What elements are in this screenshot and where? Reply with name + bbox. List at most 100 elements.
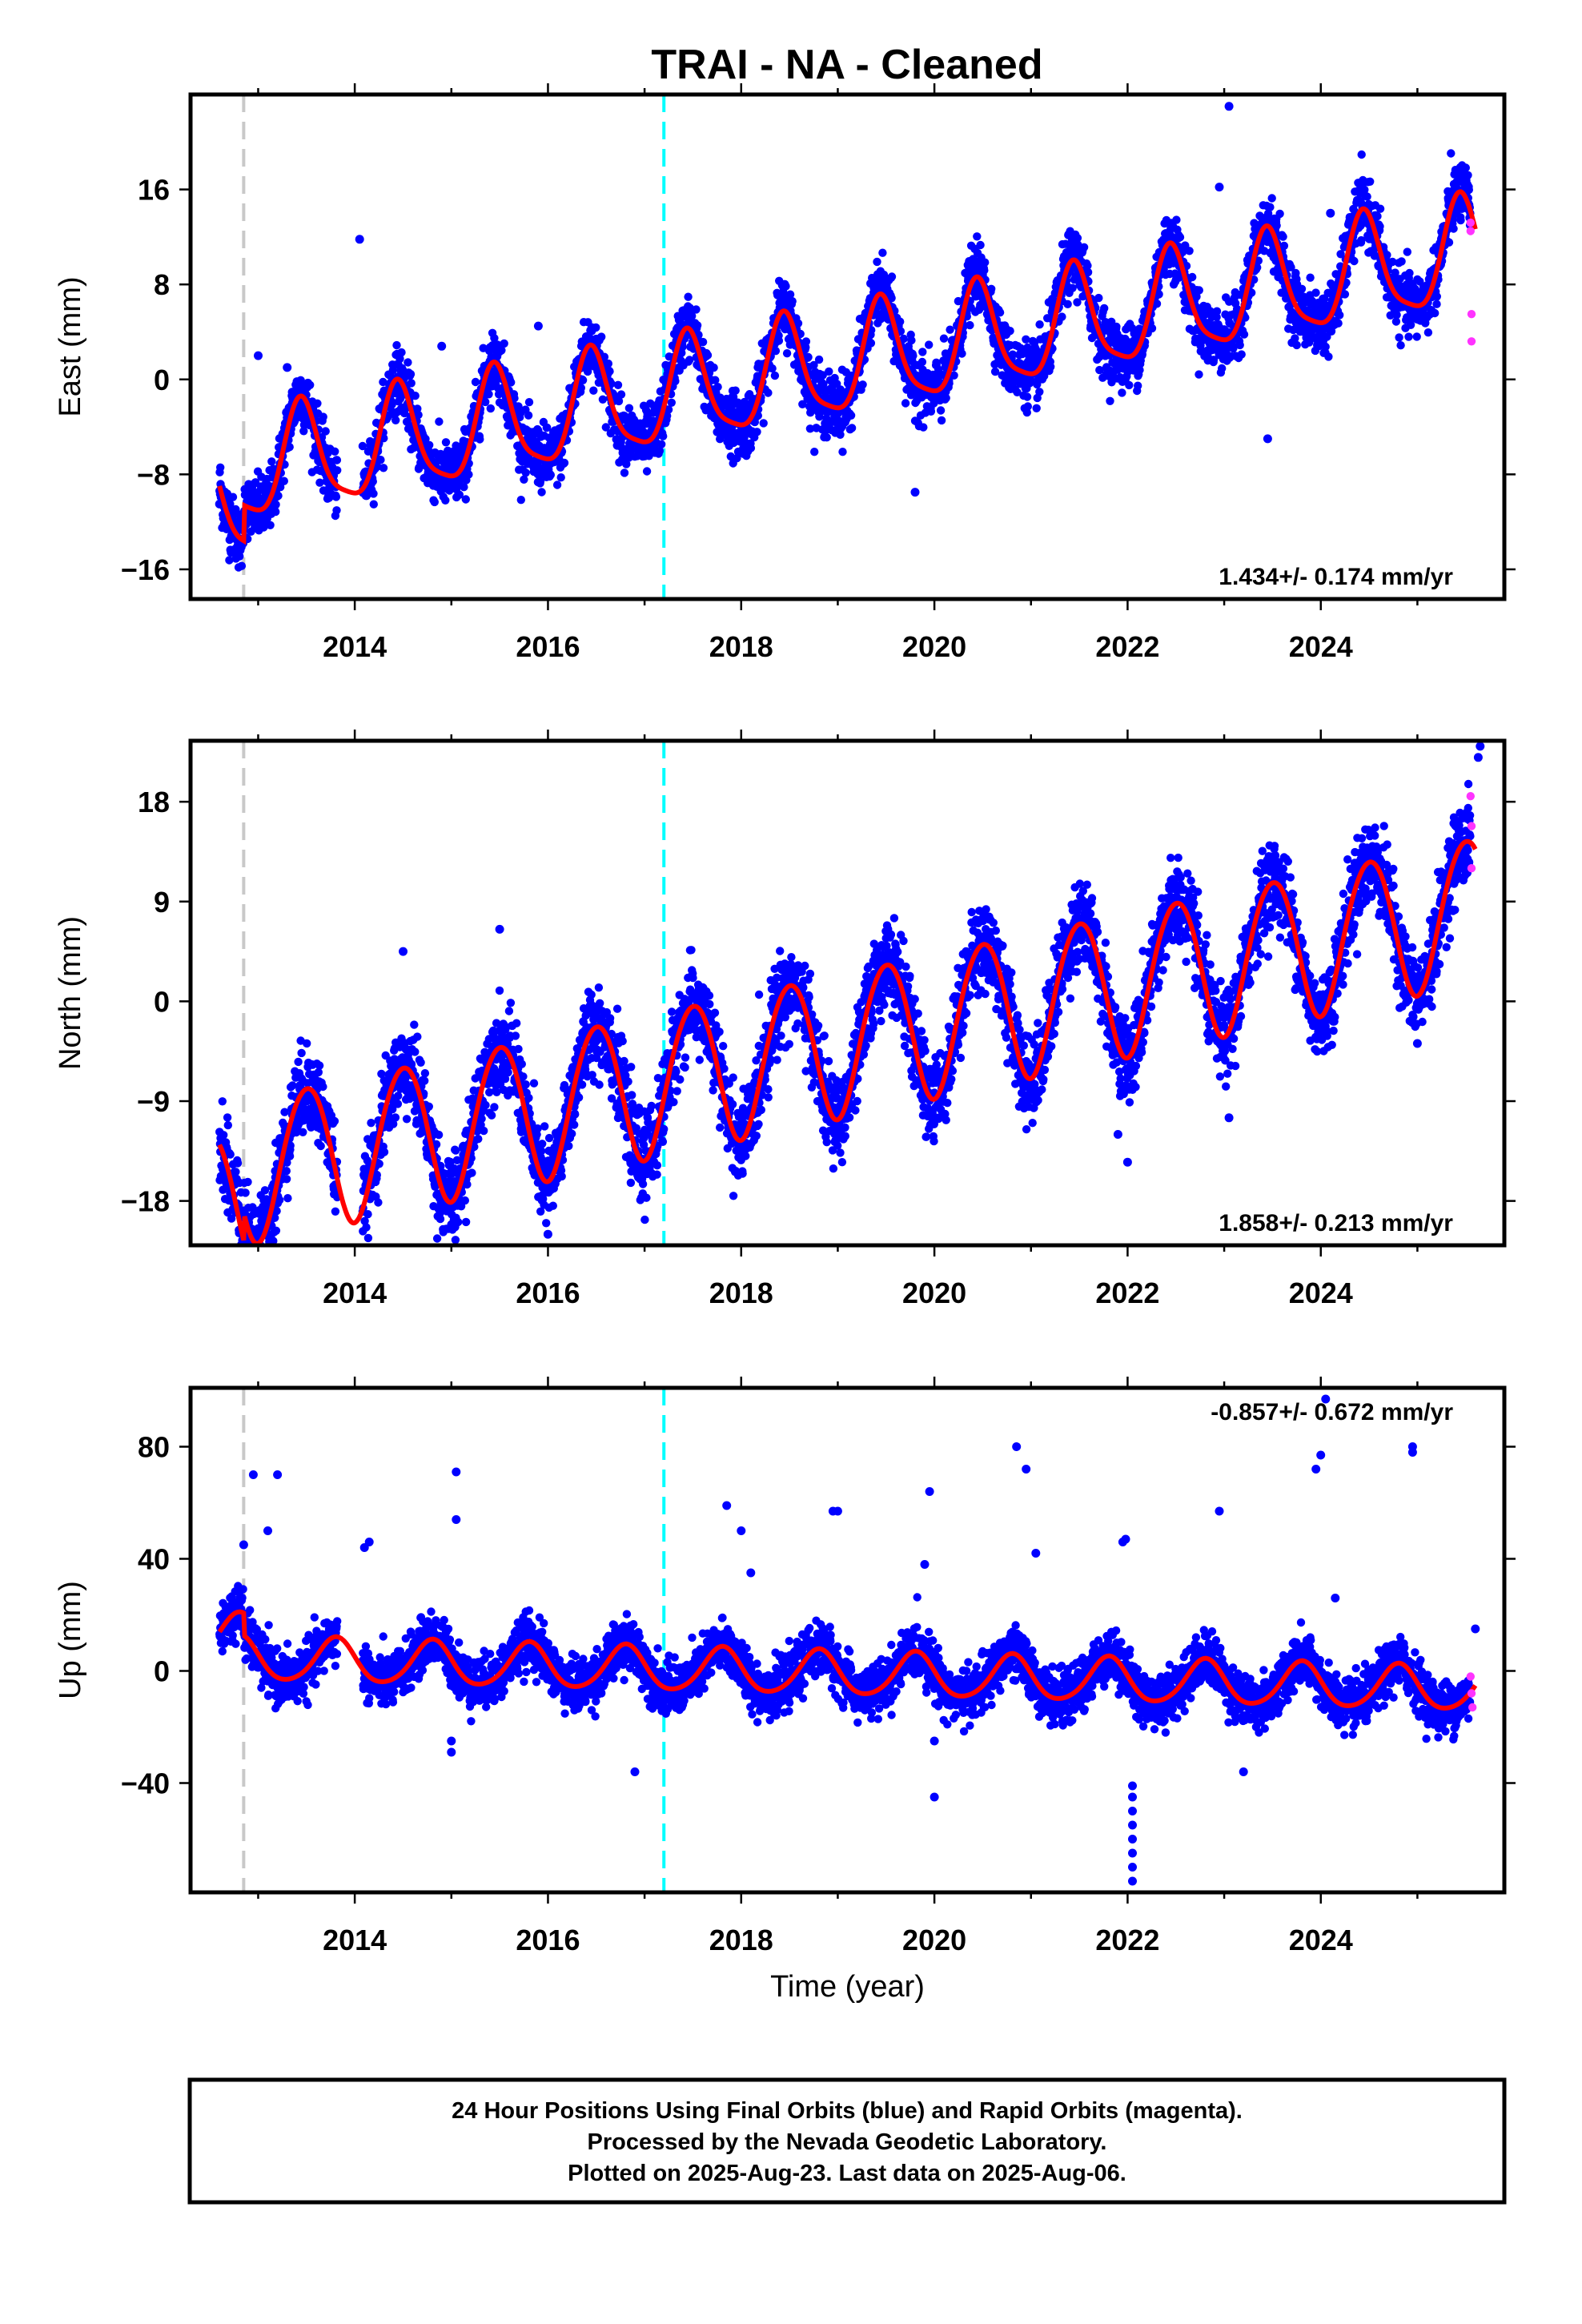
data-point: [1321, 342, 1330, 352]
data-point: [1432, 292, 1442, 301]
data-point: [781, 282, 790, 291]
data-point: [919, 423, 928, 432]
outlier-point: [437, 341, 447, 351]
data-point: [810, 448, 819, 456]
data-point: [592, 323, 600, 332]
data-point: [1412, 332, 1421, 341]
data-point: [1035, 320, 1044, 329]
data-point: [936, 406, 946, 415]
data-point: [369, 489, 378, 498]
data-point: [804, 352, 813, 362]
data-point: [1366, 177, 1375, 186]
data-point: [243, 1177, 252, 1187]
data-point: [1375, 204, 1385, 213]
data-point: [233, 1159, 243, 1168]
data-point: [521, 468, 530, 477]
data-point: [1464, 185, 1474, 195]
data-point: [358, 441, 367, 451]
outlier-point: [533, 321, 543, 331]
data-point: [407, 379, 416, 388]
data-point: [259, 523, 268, 532]
data-point: [939, 334, 949, 343]
data-point: [484, 390, 493, 399]
data-point: [866, 339, 876, 348]
outlier-point: [1326, 208, 1335, 218]
data-point: [1118, 388, 1126, 397]
data-point: [958, 349, 966, 358]
data-point: [414, 410, 423, 420]
data-point: [514, 402, 523, 411]
data-point: [271, 1226, 281, 1236]
data-point: [1063, 300, 1072, 308]
data-point: [520, 475, 528, 484]
data-point: [1395, 333, 1403, 342]
data-point: [771, 347, 781, 356]
data-point: [387, 400, 396, 409]
data-point: [973, 232, 982, 241]
data-point: [1297, 284, 1307, 293]
rapid-point: [1467, 337, 1476, 346]
data-point: [497, 346, 506, 355]
data-point: [770, 371, 780, 380]
data-point: [524, 398, 534, 407]
data-point: [313, 399, 322, 408]
data-point: [995, 308, 1005, 317]
data-point: [1403, 247, 1412, 256]
y-tick-label: 8: [154, 268, 170, 301]
x-tick-label: 2018: [709, 630, 773, 663]
data-point: [1292, 340, 1301, 350]
data-point: [878, 248, 887, 257]
data-point: [219, 1131, 228, 1140]
data-point: [937, 416, 946, 425]
data-point: [858, 380, 867, 389]
data-point: [1235, 340, 1244, 350]
data-point: [223, 1120, 232, 1130]
data-point: [613, 380, 623, 389]
data-point: [1218, 364, 1227, 373]
outlier-point: [355, 235, 364, 244]
data-point: [1023, 402, 1033, 411]
data-point: [486, 404, 495, 413]
data-point: [516, 496, 525, 505]
x-tick-label: 2014: [323, 630, 387, 663]
data-point: [455, 490, 464, 499]
y-tick-label: 16: [138, 174, 170, 207]
data-point: [624, 404, 634, 412]
data-point: [1267, 194, 1276, 203]
data-point: [1175, 233, 1185, 242]
data-point: [887, 272, 897, 281]
data-point: [283, 1194, 292, 1203]
data-point: [332, 506, 341, 515]
data-point: [1094, 293, 1103, 303]
rapid-point: [1466, 218, 1476, 227]
data-point: [753, 428, 761, 436]
data-point: [814, 355, 824, 364]
data-point: [319, 412, 327, 421]
data-point: [1134, 381, 1142, 390]
data-point: [1239, 330, 1249, 339]
data-point: [274, 491, 283, 501]
x-tick-label: 2022: [1095, 630, 1159, 663]
data-point: [1431, 308, 1439, 318]
data-point: [1404, 332, 1413, 341]
data-point: [684, 292, 693, 301]
data-point: [907, 336, 916, 345]
data-point: [1212, 307, 1222, 316]
data-point: [332, 456, 342, 464]
data-point: [476, 435, 484, 444]
data-point: [321, 427, 330, 436]
data-point: [1306, 273, 1315, 282]
data-point: [605, 367, 614, 376]
data-point: [746, 444, 756, 452]
data-point: [1396, 341, 1405, 350]
y-tick-label: 0: [154, 364, 170, 396]
data-point: [471, 377, 480, 387]
data-point: [1363, 192, 1371, 201]
outlier-point: [254, 351, 263, 360]
data-point: [1464, 171, 1472, 179]
data-point: [285, 443, 294, 452]
data-point: [1324, 352, 1333, 361]
outlier-point: [1263, 434, 1272, 444]
rate-annotation: 1.434+/- 0.174 mm/yr: [1219, 564, 1453, 590]
